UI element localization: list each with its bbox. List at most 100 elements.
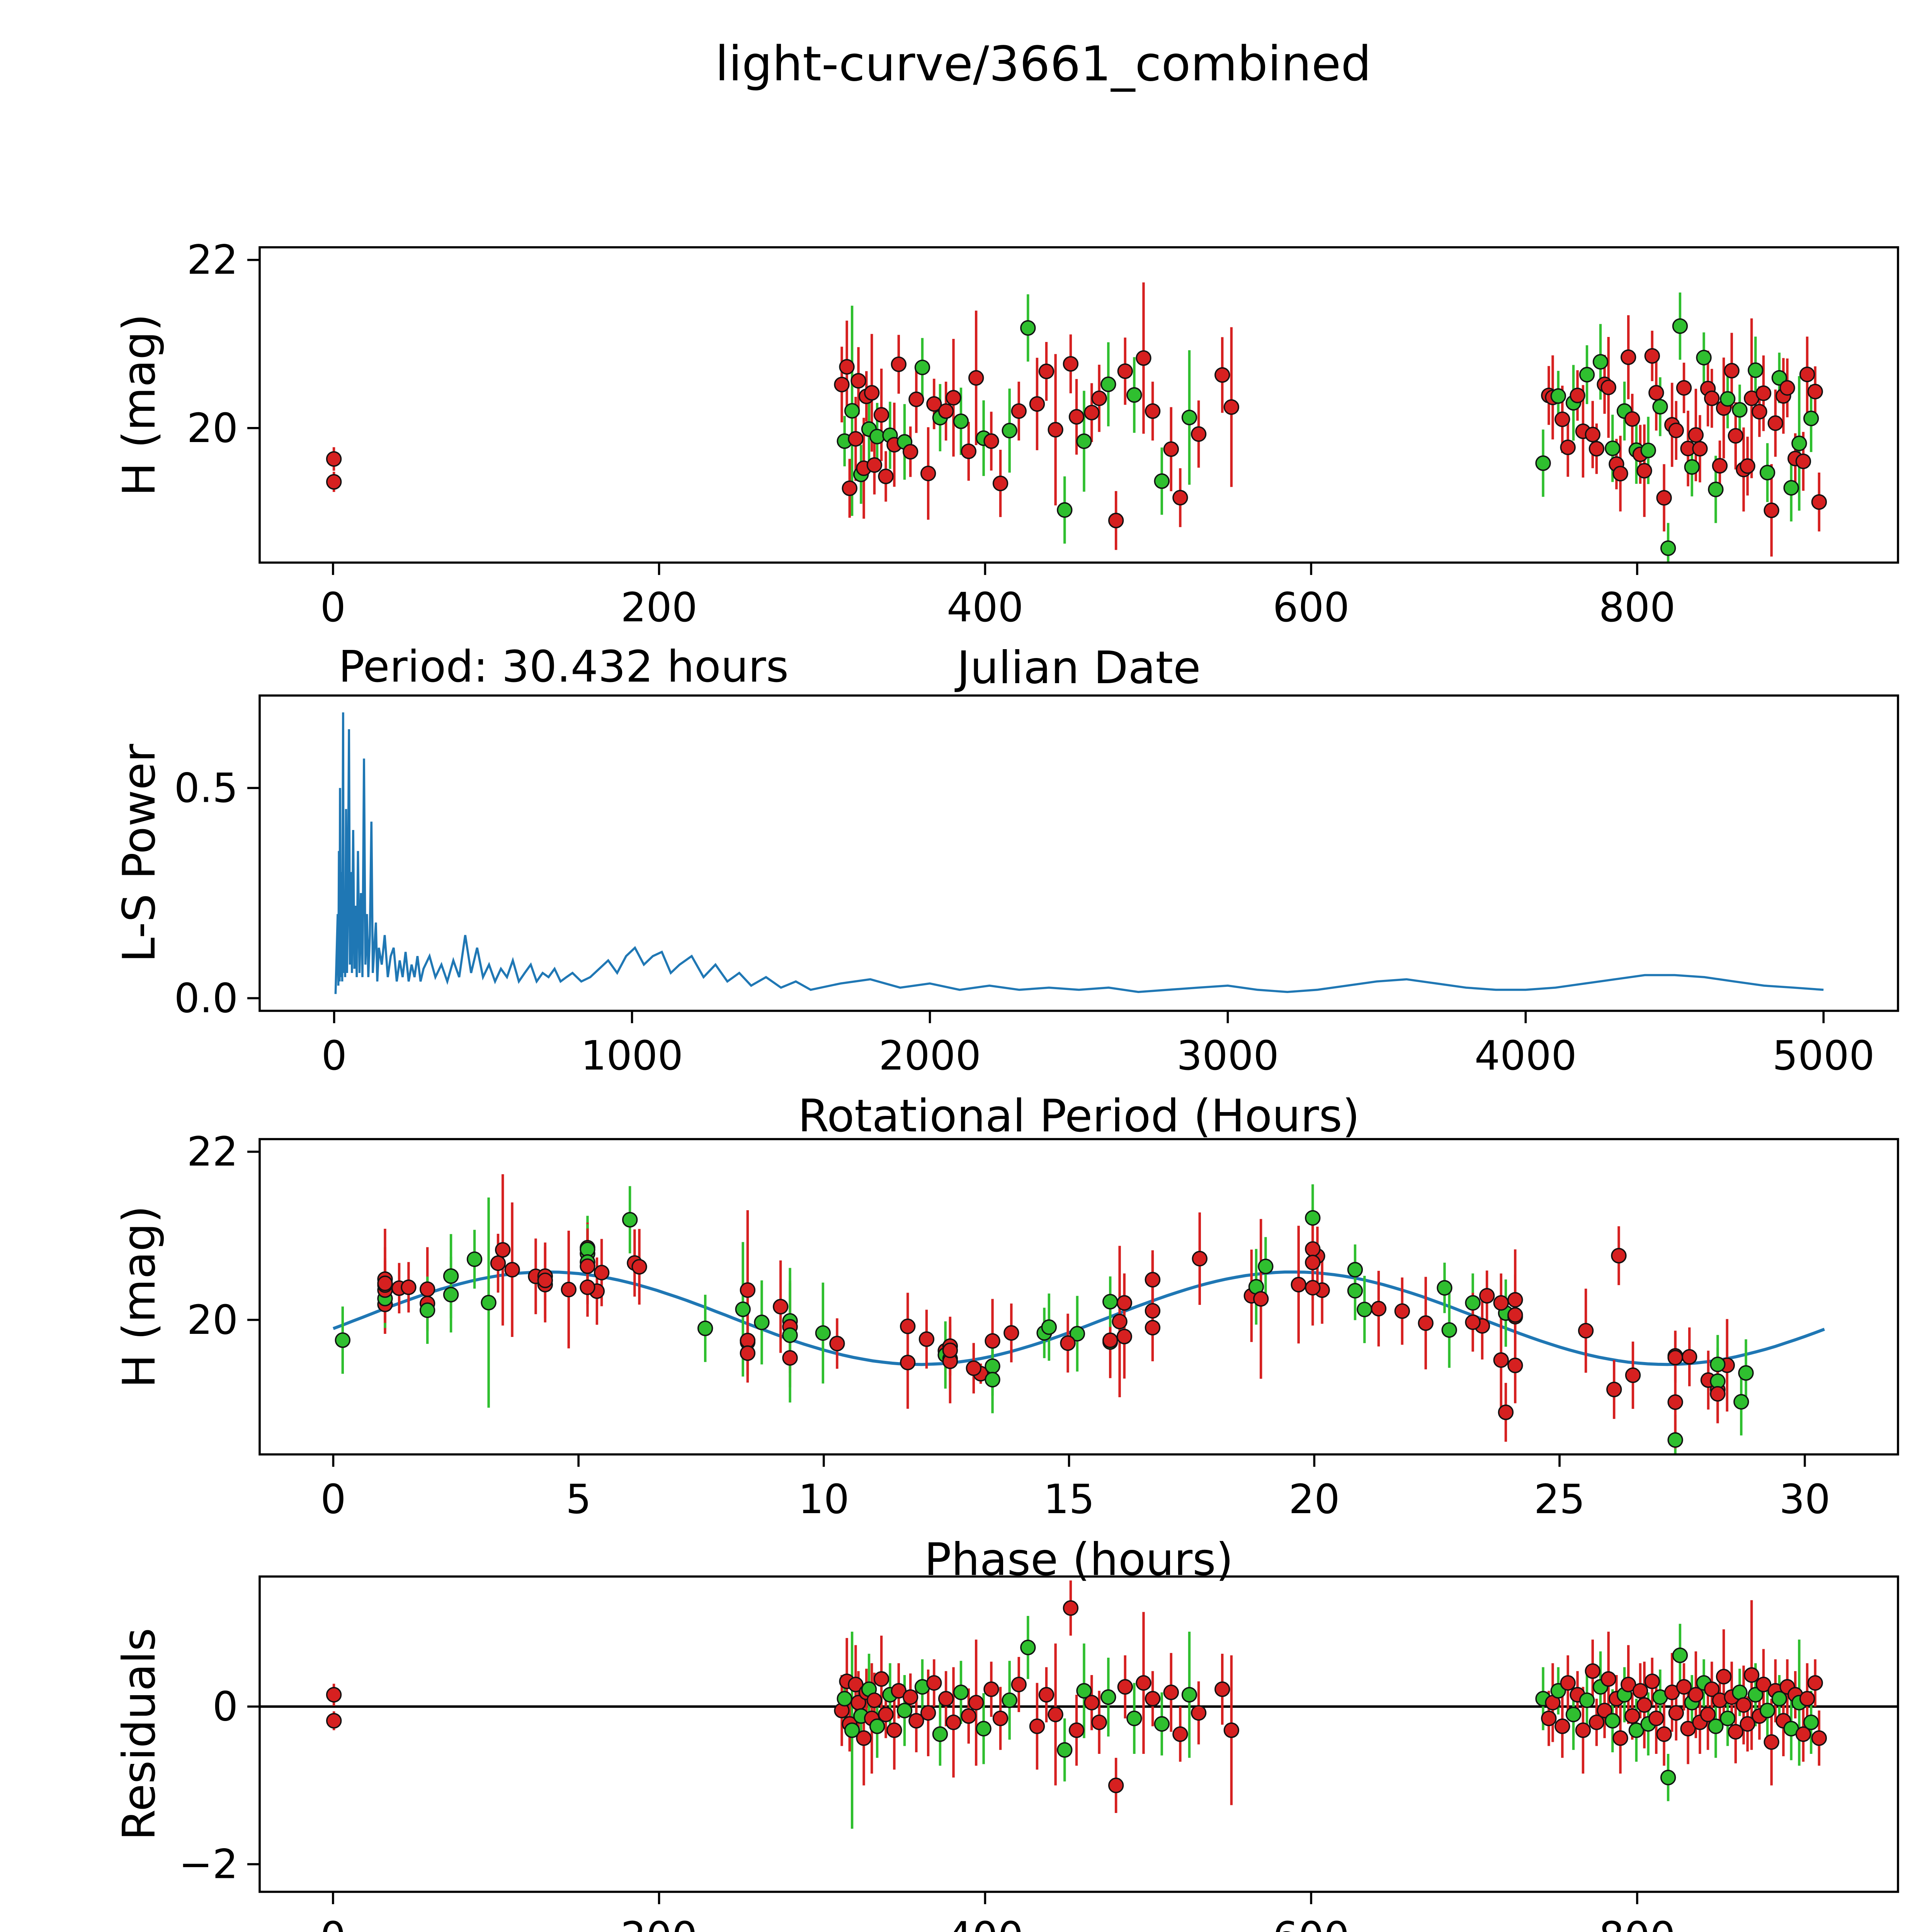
y-axis-label: Residuals xyxy=(113,1628,165,1840)
data-point xyxy=(1672,318,1688,334)
x-tick-label: 5000 xyxy=(1772,1032,1875,1079)
data-point xyxy=(1154,1716,1170,1732)
data-point xyxy=(1660,540,1676,556)
data-point xyxy=(1704,1681,1720,1697)
data-point xyxy=(1163,441,1179,457)
data-point xyxy=(1068,409,1085,425)
panel-periodogram-content xyxy=(334,712,1824,994)
data-point xyxy=(961,1708,977,1724)
panel-periodogram: 0 1000 2000 3000 4000 5000 0.0 0.5 Rotational Pe… xyxy=(113,694,1899,1142)
axes-frame xyxy=(259,246,1899,564)
data-point xyxy=(1771,1691,1787,1707)
data-point xyxy=(1748,1687,1764,1703)
data-point xyxy=(1724,363,1740,379)
data-point xyxy=(1172,1726,1188,1742)
x-tick-label: 30 xyxy=(1779,1476,1830,1523)
data-point xyxy=(1585,427,1600,442)
x-axis-label: Rotational Period (Hours) xyxy=(798,1090,1360,1142)
data-point xyxy=(1126,1711,1142,1726)
data-point xyxy=(1803,1714,1819,1730)
data-point xyxy=(1305,1255,1321,1270)
data-point xyxy=(815,1325,831,1341)
data-point xyxy=(1069,1326,1085,1342)
x-tick-label: 200 xyxy=(621,584,697,631)
data-point xyxy=(1743,1667,1760,1683)
y-axis-label: L-S Power xyxy=(113,744,165,963)
data-point xyxy=(1057,502,1073,518)
data-point xyxy=(490,1255,506,1271)
data-point xyxy=(1145,1272,1161,1288)
periodogram-line xyxy=(334,712,1824,994)
data-point xyxy=(561,1282,577,1298)
data-point xyxy=(1029,396,1045,412)
data-point xyxy=(1479,1288,1495,1304)
data-point xyxy=(1112,1313,1128,1330)
data-point xyxy=(1437,1280,1452,1296)
data-point xyxy=(1767,415,1783,431)
y-tick-label: 22 xyxy=(187,236,238,284)
data-point xyxy=(1570,388,1585,403)
data-point xyxy=(1759,464,1776,481)
data-point xyxy=(419,1302,435,1318)
data-point xyxy=(1357,1301,1372,1318)
data-point xyxy=(902,444,918,460)
data-point xyxy=(580,1258,595,1274)
data-point xyxy=(1700,1706,1716,1723)
data-point xyxy=(1628,1722,1645,1738)
data-point xyxy=(1795,1726,1811,1742)
x-tick-label: 0 xyxy=(321,1032,347,1079)
data-point xyxy=(1020,1639,1036,1655)
data-point xyxy=(1688,1687,1704,1703)
data-point xyxy=(1102,1294,1118,1310)
data-point xyxy=(1644,1673,1660,1689)
data-point xyxy=(864,385,880,401)
data-point xyxy=(869,1718,885,1734)
data-point xyxy=(908,391,924,407)
data-point xyxy=(1656,490,1672,506)
x-tick-label: 5 xyxy=(566,1476,591,1523)
data-point xyxy=(580,1279,595,1295)
data-point xyxy=(908,1713,924,1729)
data-point xyxy=(856,1730,872,1746)
data-point xyxy=(697,1320,713,1336)
y-tick-label: 20 xyxy=(187,405,238,452)
data-point xyxy=(918,1331,935,1347)
data-point xyxy=(481,1294,497,1311)
data-point xyxy=(942,1342,958,1358)
data-point xyxy=(1592,354,1609,370)
data-point xyxy=(992,475,1009,492)
data-point xyxy=(1733,1394,1749,1410)
panel-phase-folded: 0 5 10 15 20 25 30 20 22 Phase (hours) H (mag) xyxy=(113,1128,1899,1586)
data-point xyxy=(1728,1724,1743,1740)
data-point xyxy=(1811,494,1827,510)
data-point xyxy=(1223,399,1240,415)
data-point xyxy=(926,1675,942,1691)
data-point xyxy=(1680,1721,1696,1736)
data-point xyxy=(834,377,850,393)
data-point xyxy=(1640,442,1656,458)
data-point xyxy=(419,1281,435,1297)
data-point xyxy=(1091,390,1107,406)
data-point xyxy=(891,1683,907,1699)
data-point xyxy=(848,1677,864,1692)
data-point xyxy=(985,1333,1000,1349)
data-point xyxy=(401,1279,417,1295)
data-point xyxy=(938,1691,954,1707)
data-point xyxy=(983,1681,999,1697)
x-tick-label: 0 xyxy=(320,584,346,631)
x-tick-label: 3000 xyxy=(1177,1032,1279,1079)
y-tick-label: 0.5 xyxy=(174,764,238,811)
data-point xyxy=(1305,1210,1321,1226)
data-point xyxy=(1600,379,1616,395)
data-point xyxy=(866,457,883,473)
data-point xyxy=(1048,1706,1063,1723)
data-point xyxy=(1063,1600,1079,1616)
data-point xyxy=(985,1358,1000,1374)
data-point xyxy=(1606,1381,1622,1398)
x-tick-label: 800 xyxy=(1599,584,1676,631)
data-point xyxy=(1764,1734,1779,1750)
data-point xyxy=(878,1706,894,1723)
data-point xyxy=(1507,1357,1523,1373)
